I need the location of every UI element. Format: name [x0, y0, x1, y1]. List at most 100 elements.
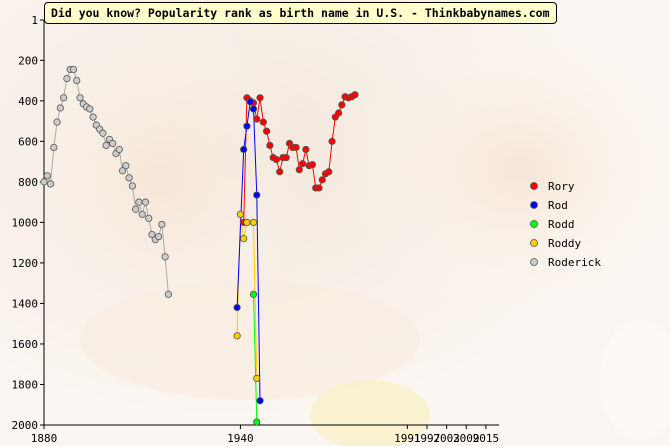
data-point-roderick — [128, 182, 136, 190]
x-tick-label: 2009 — [453, 432, 480, 445]
series-lines — [43, 68, 356, 423]
data-point-roderick — [53, 118, 61, 126]
y-tick-label: 800 — [18, 176, 38, 189]
legend-label-rodd: Rodd — [548, 218, 575, 231]
data-point-roderick — [135, 198, 143, 206]
data-point-rory — [351, 91, 359, 99]
data-point-rory — [282, 153, 290, 162]
data-point-roderick — [46, 180, 55, 188]
data-point-roderick — [115, 145, 123, 154]
legend-marker-rory — [530, 182, 538, 190]
data-point-roderick — [125, 174, 133, 182]
data-point-roderick — [122, 162, 130, 170]
x-tick-label: 1991 — [394, 432, 421, 445]
legend-marker-roddy — [530, 239, 538, 247]
data-point-rory — [328, 137, 336, 145]
data-point-rory — [335, 109, 343, 117]
data-point-roderick — [102, 141, 110, 150]
data-point-roderick — [109, 139, 117, 147]
data-point-roderick — [154, 232, 163, 241]
data-point-roderick — [161, 253, 169, 261]
data-point-rory — [272, 155, 281, 164]
y-tick-label: 1800 — [12, 378, 39, 391]
y-tick-label: 1400 — [12, 297, 39, 310]
data-point-rory — [262, 127, 271, 135]
data-point-roderick — [63, 74, 71, 83]
data-point-roddy — [243, 218, 251, 226]
legend-label-rory: Rory — [548, 180, 575, 193]
data-point-roderick — [164, 290, 172, 298]
data-point-roderick — [69, 65, 78, 74]
y-tick-label: 600 — [18, 135, 38, 148]
data-point-roderick — [138, 210, 146, 218]
data-point-rodd — [249, 290, 258, 298]
x-tick-label: 1997 — [414, 432, 441, 445]
data-point-roderick — [132, 205, 140, 213]
x-tick-label: 2015 — [473, 432, 500, 445]
data-point-rory — [256, 94, 264, 102]
y-tick-label: 2000 — [12, 419, 39, 432]
data-point-roderick — [56, 104, 64, 112]
data-point-rodd — [253, 418, 261, 426]
data-point-roderick — [141, 198, 150, 206]
data-point-rod — [243, 122, 251, 130]
legend-marker-roderick — [530, 258, 538, 266]
data-point-roderick — [60, 94, 68, 102]
data-point-roderick — [148, 230, 156, 239]
data-point-rory — [276, 168, 284, 176]
data-point-roderick — [40, 178, 48, 186]
data-point-rod — [249, 105, 258, 113]
data-point-roderick — [50, 143, 58, 152]
data-point-roddy — [253, 374, 261, 383]
data-point-rory — [292, 143, 300, 152]
data-point-rory — [318, 176, 326, 184]
legend-label-roderick: Roderick — [548, 256, 601, 269]
data-point-rory — [302, 145, 310, 154]
legend-marker-rod — [530, 201, 538, 209]
data-point-rory — [295, 166, 303, 174]
series-points — [40, 65, 359, 426]
legend: Rory Rod Rodd Roddy Roderick — [530, 180, 601, 269]
y-tick-label: 400 — [18, 95, 38, 108]
data-point-rod — [256, 397, 264, 405]
data-point-roddy — [236, 210, 245, 218]
y-tick-label: 1 — [31, 14, 38, 27]
data-point-rod — [233, 303, 241, 312]
data-point-roderick — [73, 76, 81, 85]
y-tick-label: 1600 — [12, 338, 39, 351]
legend-label-rod: Rod — [548, 199, 568, 212]
data-point-rod — [240, 145, 248, 154]
data-point-rory — [266, 141, 274, 150]
data-point-roddy — [249, 218, 258, 226]
axes: 1200400600800100012001400160018002000188… — [12, 14, 500, 445]
data-point-roderick — [43, 172, 51, 180]
x-tick-label: 2003 — [433, 432, 460, 445]
data-point-rory — [259, 118, 267, 126]
data-point-roderick — [86, 105, 94, 113]
data-point-rod — [253, 191, 261, 199]
series-line-rodd — [253, 294, 258, 423]
data-point-rory — [338, 101, 346, 109]
data-point-roderick — [76, 94, 84, 102]
legend-marker-rodd — [530, 220, 538, 228]
data-point-rory — [325, 168, 333, 176]
x-tick-label: 1940 — [227, 432, 254, 445]
y-tick-label: 1000 — [12, 216, 39, 229]
y-tick-label: 1200 — [12, 257, 39, 270]
data-point-rory — [253, 115, 261, 123]
data-point-roddy — [233, 332, 241, 340]
data-point-roderick — [158, 220, 166, 229]
data-point-roddy — [240, 235, 248, 243]
data-point-roderick — [145, 214, 153, 222]
y-tick-label: 200 — [18, 54, 38, 67]
data-point-rory — [298, 160, 307, 168]
series-line-roderick — [43, 68, 169, 295]
data-point-rory — [315, 184, 323, 192]
chart-title: Did you know? Popularity rank as birth n… — [44, 2, 557, 24]
x-tick-label: 1880 — [31, 432, 58, 445]
data-point-rory — [308, 161, 317, 169]
data-point-roderick — [99, 129, 107, 137]
